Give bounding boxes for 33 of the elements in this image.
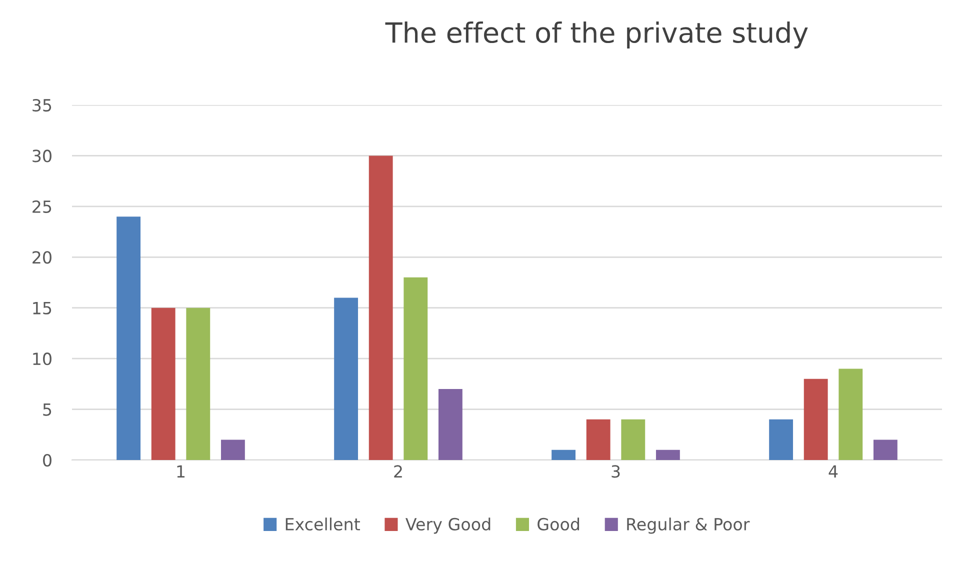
bar (873, 440, 898, 460)
bar (186, 308, 210, 460)
x-tick-label: 2 (394, 465, 402, 478)
bar (151, 308, 176, 460)
x-tick-label: 4 (828, 465, 838, 478)
x-tick-label: 1 (177, 465, 185, 478)
legend-label: Regular & Poor (627, 518, 750, 534)
bar (656, 450, 680, 460)
bar (621, 419, 646, 460)
legend-label: Excellent (286, 518, 360, 530)
y-tick-label: 15 (33, 302, 52, 314)
bar (804, 378, 828, 460)
bar (404, 277, 428, 460)
y-tick-label: 20 (32, 251, 52, 264)
bar (552, 450, 576, 460)
legend-label: Very Good (406, 518, 490, 534)
y-tick-label: 35 (32, 98, 52, 112)
x-tick-label: 3 (612, 465, 620, 478)
y-tick-label: 10 (33, 352, 52, 366)
bar (334, 298, 358, 460)
bar (116, 216, 141, 460)
bar (220, 440, 245, 460)
chart-title: The effect of the private study (385, 22, 808, 48)
y-tick-label: 5 (43, 403, 52, 416)
legend-label: Good (538, 518, 580, 530)
bar (368, 156, 393, 460)
y-tick-label: 30 (32, 150, 52, 162)
y-tick-label: 25 (32, 200, 52, 213)
bar (838, 368, 863, 460)
bar (586, 419, 610, 460)
y-tick-label: 0 (43, 454, 52, 467)
bar (438, 389, 462, 460)
bar (769, 419, 794, 460)
